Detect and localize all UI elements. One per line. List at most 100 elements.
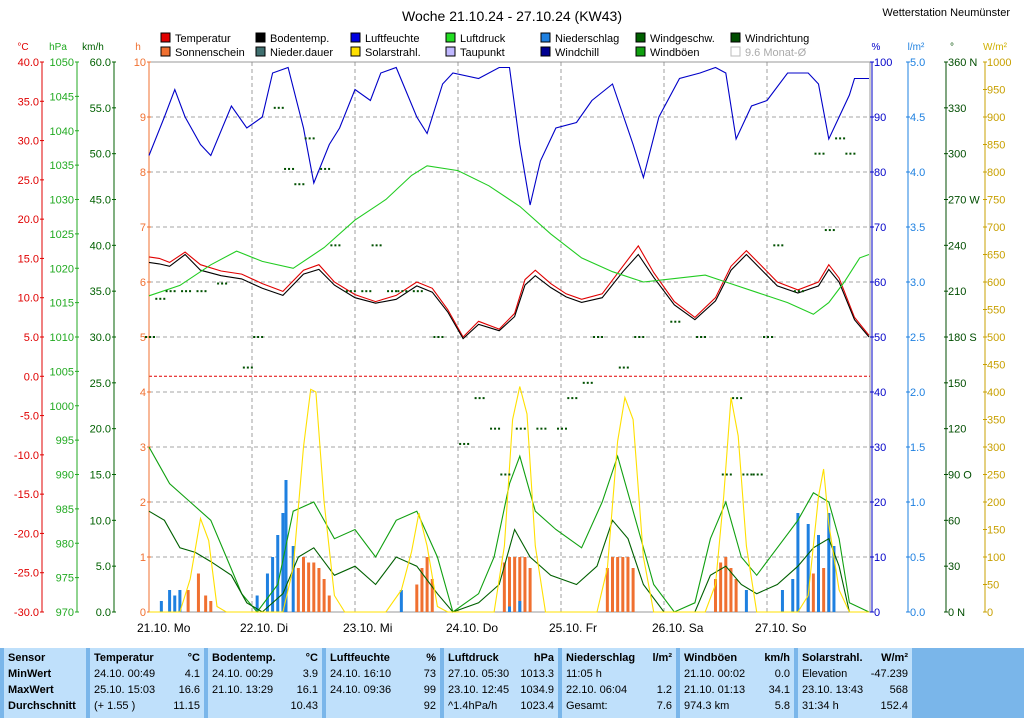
wind-direction-dot xyxy=(544,427,547,430)
legend-label: 9.6 Monat-Ø xyxy=(745,47,807,59)
tick-label-lm2: 4.0 xyxy=(910,167,925,179)
summary-cell-value: °C xyxy=(187,652,200,664)
summary-cell: 24.10. 09:36 99 xyxy=(330,684,436,700)
sunshine-bar xyxy=(724,557,728,612)
wind-direction-dot xyxy=(561,427,563,430)
wind-direction-dot xyxy=(181,290,184,293)
wind-direction-dot xyxy=(320,167,323,170)
wind-direction-dot xyxy=(196,290,199,293)
tick-label-lm2: 0.5 xyxy=(910,552,925,564)
tick-label-deg: 210 xyxy=(948,286,966,298)
wind-direction-dot xyxy=(746,473,749,476)
summary-cell: Elevation -47.239 xyxy=(802,668,908,684)
summary-cell-value: 152.4 xyxy=(880,700,908,712)
tick-label-hours: 6 xyxy=(140,277,146,289)
tick-label-hpa: 1040 xyxy=(50,126,74,138)
summary-cell-value: l/m² xyxy=(652,652,672,664)
wind-direction-dot xyxy=(153,336,155,338)
tick-label-celsius: -25.0 xyxy=(14,568,39,580)
wind-direction-dot xyxy=(371,244,374,247)
tick-label-hpa: 995 xyxy=(56,435,74,447)
x-axis-labels: 21.10. Mo 22.10. Di 23.10. Mi 24.10. Do 25.1… xyxy=(137,621,807,635)
wind-direction-dot xyxy=(793,290,796,293)
tick-label-hours: 10 xyxy=(134,57,146,69)
wind-direction-dot xyxy=(565,427,567,430)
sunshine-bar xyxy=(425,557,429,612)
summary-cell: Windböen km/h xyxy=(684,652,790,668)
summary-cell: (+ 1.55 ) 11.15 xyxy=(94,700,200,716)
summary-cell: 974.3 km 5.8 xyxy=(684,700,790,716)
wind-direction-dot xyxy=(801,290,804,293)
summary-cell-value: 11.15 xyxy=(173,700,200,712)
tick-label-lm2: 3.0 xyxy=(910,277,925,289)
tick-label-wm2: 150 xyxy=(987,525,1005,537)
tick-label-hpa: 990 xyxy=(56,470,74,482)
tick-label-celsius: -15.0 xyxy=(14,489,39,501)
wind-direction-dot xyxy=(736,397,739,400)
wind-direction-dot xyxy=(308,137,311,140)
series-line-Luftfeuchte xyxy=(148,66,869,206)
tick-label-hpa: 975 xyxy=(56,573,74,585)
tick-label-kmh: 0.0 xyxy=(96,607,111,619)
tick-label-wm2: 950 xyxy=(987,85,1005,97)
wind-direction-dot xyxy=(835,137,838,140)
sunshine-bar xyxy=(611,557,614,612)
tick-label-hours: 4 xyxy=(140,387,146,399)
wind-direction-dot xyxy=(163,297,166,300)
wind-direction-dot xyxy=(634,336,637,338)
tick-label-wm2: 650 xyxy=(987,250,1005,262)
summary-cell-value: 4.1 xyxy=(184,668,200,680)
tick-label-deg: 30 xyxy=(948,561,960,573)
summary-row-label: MinWert xyxy=(8,668,52,680)
wind-direction-dot xyxy=(225,282,228,285)
sunshine-bar xyxy=(734,579,738,612)
wind-direction-dot xyxy=(828,229,831,232)
rain-bar xyxy=(780,590,784,612)
tick-label-deg: 90 O xyxy=(948,470,972,482)
series-line-Windböen xyxy=(148,446,870,613)
summary-cell-value: 92 xyxy=(423,700,436,712)
summary-cell-text: Temperatur xyxy=(94,652,154,664)
summary-cell-text: 24.10. 00:49 xyxy=(94,668,156,680)
wind-direction-dot xyxy=(725,473,728,476)
wind-direction-dot xyxy=(750,473,753,476)
tick-label-lm2: 5.0 xyxy=(910,57,925,69)
wind-direction-dot xyxy=(839,137,842,140)
summary-cell: 22.10. 06:04 1.2 xyxy=(566,684,672,700)
tick-label-deg: 150 xyxy=(948,378,966,390)
summary-label-column: Sensor MinWert MaxWert Durchschnitt xyxy=(4,648,86,718)
summary-cell: 24.10. 16:10 73 xyxy=(330,668,436,684)
unit-percent: % xyxy=(872,42,881,53)
tick-label-deg: 180 S xyxy=(948,332,977,344)
legend-label: Taupunkt xyxy=(460,47,505,59)
wind-direction-dot xyxy=(405,290,408,293)
summary-cell: 10.43 xyxy=(212,700,318,716)
sunshine-bar xyxy=(626,557,630,612)
legend-swatch xyxy=(445,46,456,57)
wind-direction-dot xyxy=(824,229,827,232)
tick-label-kmh: 60.0 xyxy=(90,57,111,69)
unit-celsius: °C xyxy=(17,42,28,53)
tick-label-lm2: 0.0 xyxy=(910,607,925,619)
tick-label-celsius: -30.0 xyxy=(14,607,39,619)
legend-label: Windgeschw. xyxy=(650,33,715,45)
sunshine-bar xyxy=(502,562,506,612)
legend-label: Windböen xyxy=(650,47,700,59)
summary-cell-value: 73 xyxy=(423,668,436,680)
rain-bar xyxy=(255,595,259,612)
summary-cell: Niederschlag l/m² xyxy=(566,652,672,668)
sunshine-bar xyxy=(209,601,213,612)
summary-column-4: Niederschlag l/m² 11:05 h 22.10. 06:04 1.2 Ge… xyxy=(562,648,676,718)
sunshine-bar xyxy=(513,557,517,612)
wind-direction-dot xyxy=(814,152,817,155)
sunshine-bar xyxy=(523,557,527,612)
wind-direction-dot xyxy=(742,473,745,476)
legend-swatch xyxy=(350,32,361,43)
tick-label-wm2: 850 xyxy=(987,140,1005,152)
summary-cell-value: 0.0 xyxy=(774,668,790,680)
summary-cell-value: 7.6 xyxy=(656,700,672,712)
sunshine-bar xyxy=(631,568,635,612)
sunshine-bar xyxy=(327,595,331,612)
